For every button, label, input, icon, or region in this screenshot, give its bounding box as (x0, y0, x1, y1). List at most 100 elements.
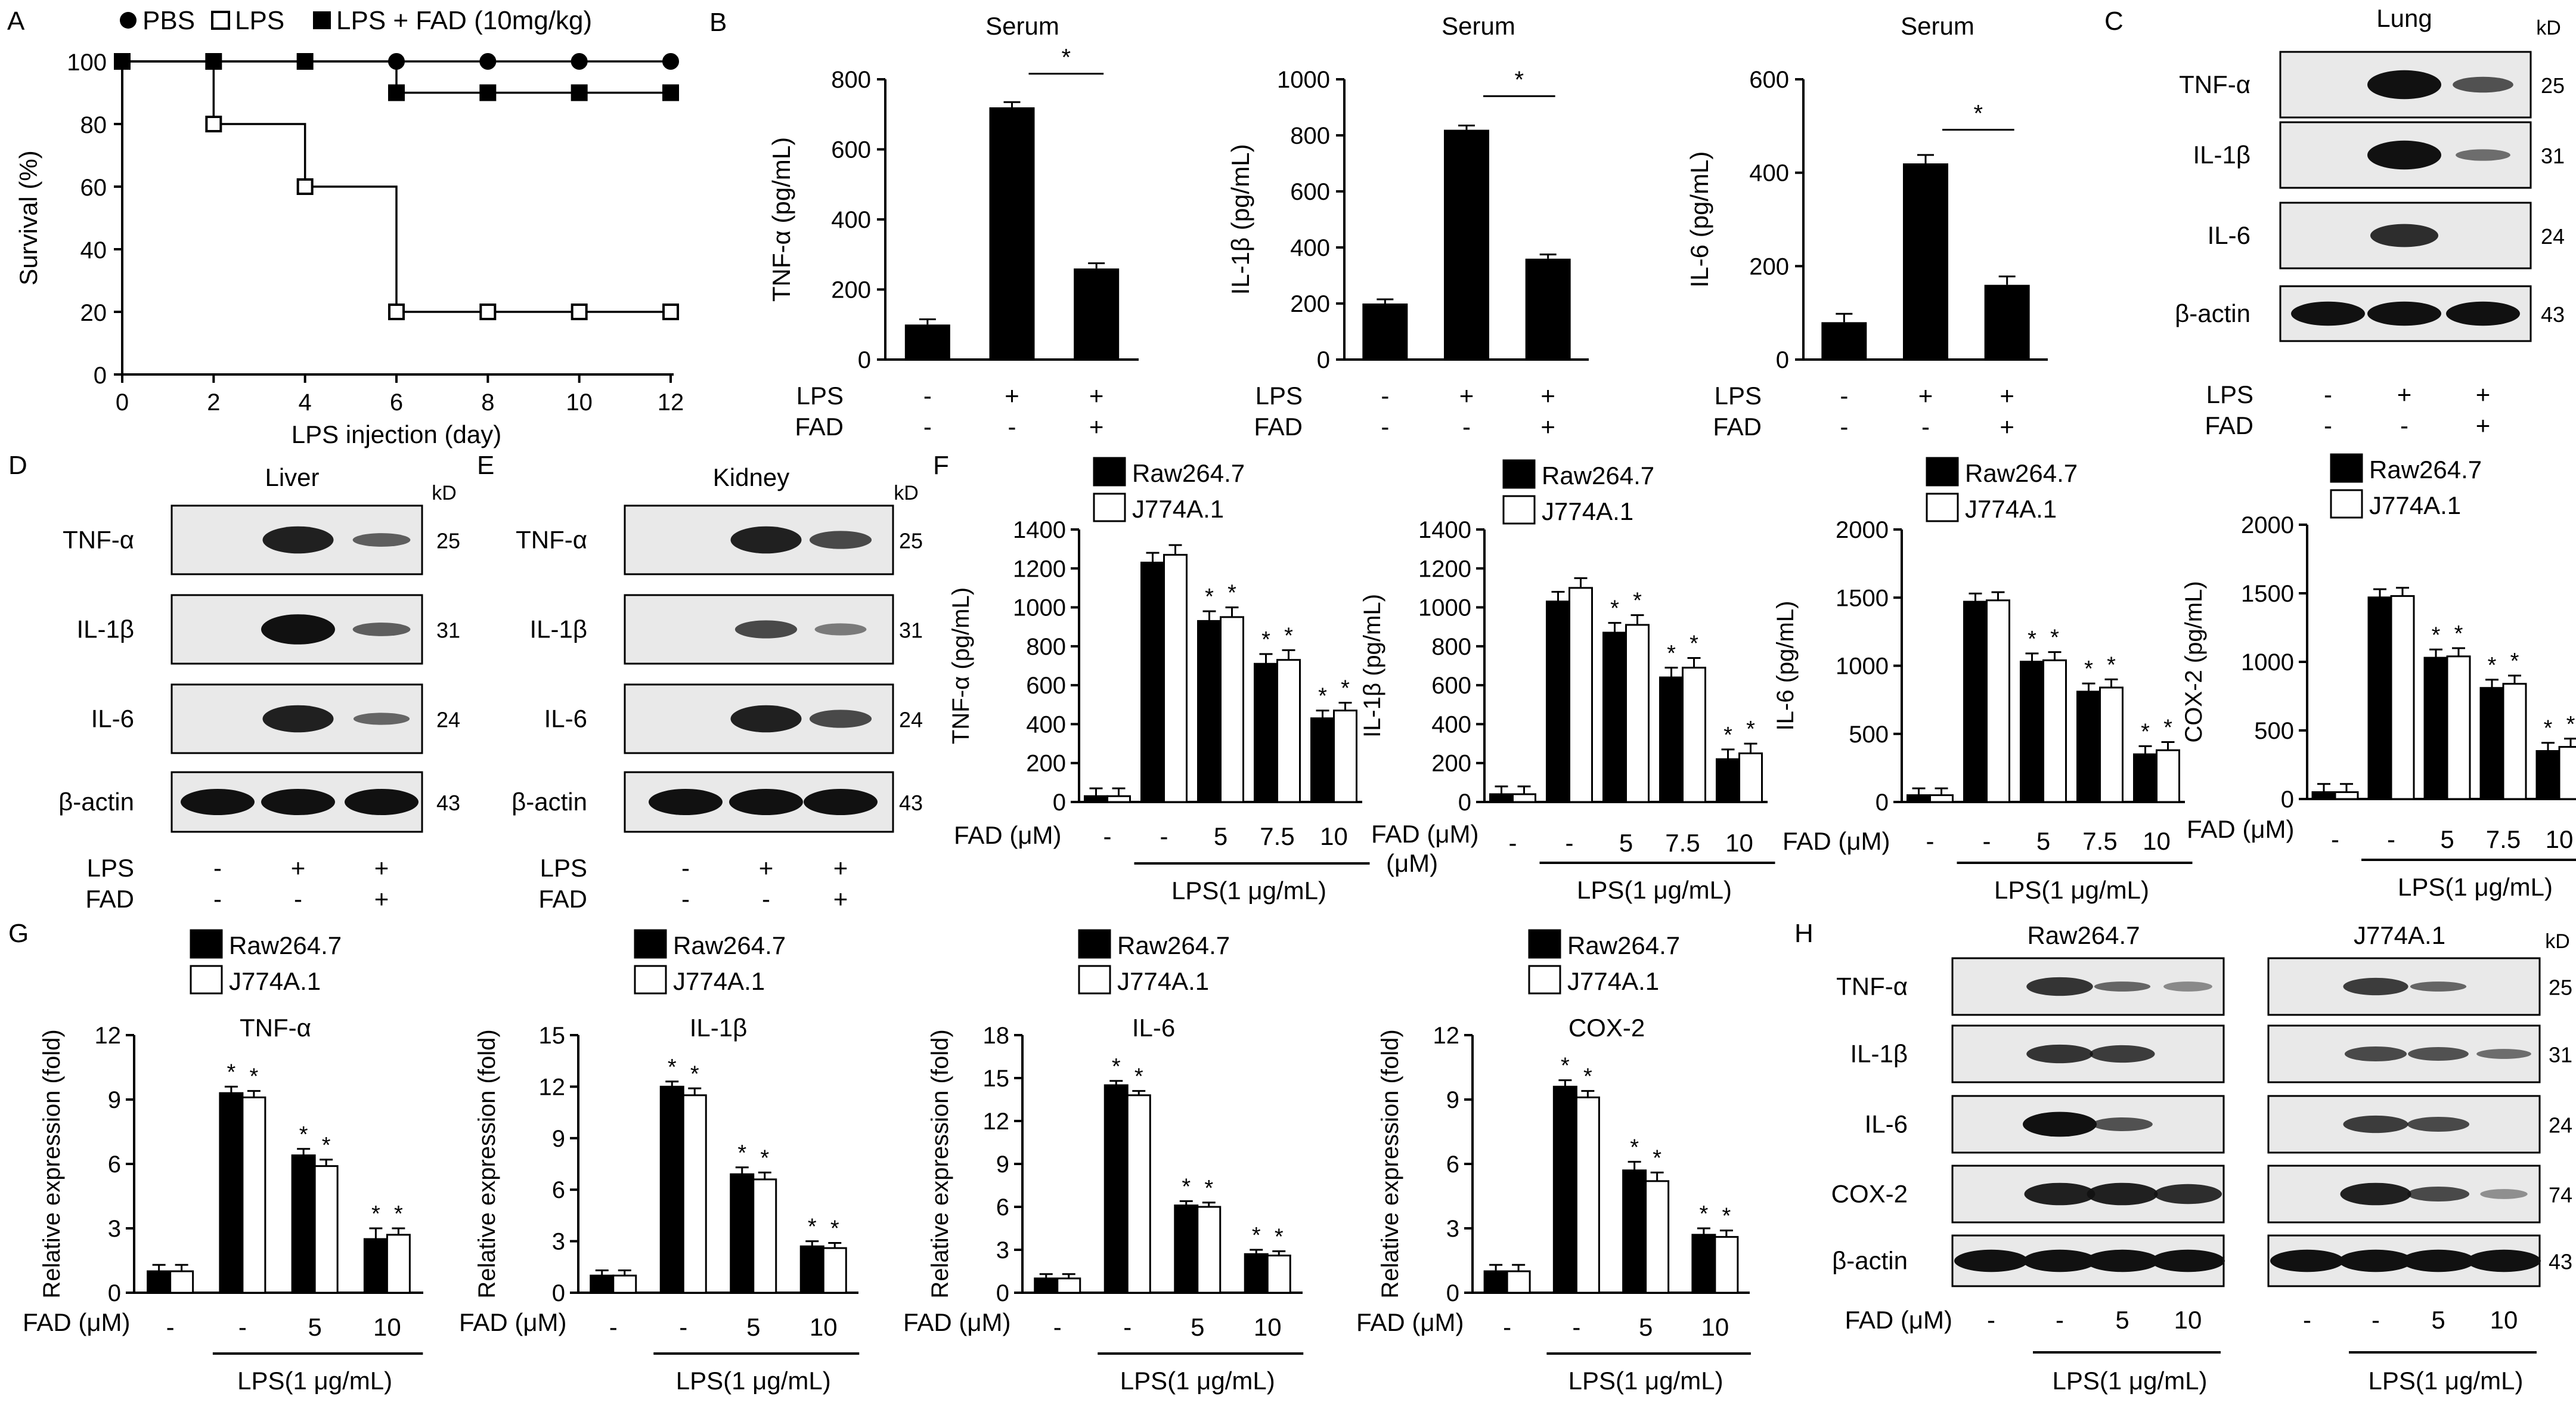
kd-unit: kD (894, 482, 919, 504)
y-tick-label: 0 (108, 1280, 121, 1306)
y-tick-label: 0 (2281, 786, 2294, 813)
condition-value: + (1918, 382, 1933, 410)
y-axis-label: IL-6 (pg/mL) (1685, 151, 1713, 288)
fad-value: - (1103, 822, 1112, 850)
band (261, 614, 335, 645)
condition-value: + (1459, 382, 1474, 410)
y-axis-label: IL-6 (pg/mL) (1772, 601, 1799, 731)
fad-value: 7.5 (2486, 825, 2521, 853)
condition-value: - (1840, 413, 1848, 441)
band (730, 526, 802, 554)
band (345, 789, 419, 815)
legend-swatch (1926, 457, 1959, 487)
bar-raw264 (1197, 620, 1222, 803)
condition-value: + (374, 885, 389, 913)
band (2453, 76, 2513, 93)
fad-value: 5 (2440, 825, 2454, 853)
significance-star: * (1284, 623, 1293, 648)
blot-row-label: IL-1β (529, 615, 587, 643)
lps-fad-point (296, 53, 314, 70)
fad-value: 10 (373, 1313, 401, 1341)
legend-swatch (1926, 493, 1959, 522)
lps-label: LPS(1 μg/mL) (676, 1367, 831, 1395)
y-tick-label: 400 (1431, 711, 1471, 738)
band (2407, 1116, 2470, 1132)
band (2090, 1045, 2155, 1063)
lps-point (662, 304, 679, 320)
blot-D: Liver kD TNF-α 25 IL-1β 31 IL-6 24 β-actin 43 LPS -… (58, 463, 460, 913)
significance-star: * (2084, 656, 2093, 682)
y-tick-label: 200 (1026, 751, 1066, 777)
legend-marker-lps (211, 11, 230, 30)
bar-raw264 (730, 1173, 755, 1294)
significance-star: * (249, 1064, 258, 1089)
significance-star: * (1610, 596, 1619, 621)
legend-label: J774A.1 (1117, 967, 1209, 995)
chart-G3: 0 3 6 9 12 15 18 Relative expression (fold) IL-6… (903, 929, 1304, 1395)
bar-j774 (1126, 1094, 1151, 1294)
band (2344, 1046, 2407, 1062)
bar-raw264 (1716, 758, 1740, 803)
blot-row-label: IL-6 (2208, 221, 2250, 249)
fad-value: - (2303, 1306, 2311, 1334)
significance-star: * (2028, 627, 2036, 652)
condition-label: FAD (1254, 413, 1303, 441)
bar (1525, 258, 1571, 360)
kd-value: 24 (436, 708, 460, 732)
significance-star: * (2050, 625, 2059, 651)
bar-j774 (612, 1274, 637, 1294)
fad-value: 5 (2431, 1306, 2445, 1334)
kd-value: 43 (899, 791, 923, 815)
bar-raw264 (1602, 631, 1627, 803)
condition-value: - (213, 885, 222, 913)
band (1954, 1249, 2028, 1272)
bar-j774 (1266, 1255, 1291, 1294)
band (2094, 981, 2151, 992)
pbs-point (662, 53, 679, 70)
y-tick-label: 6 (108, 1151, 121, 1178)
y-axis-label: Relative expression (fold) (927, 1029, 953, 1298)
bar-raw264 (1174, 1204, 1199, 1294)
y-tick-label: 80 (80, 112, 107, 138)
lps-point (296, 178, 314, 195)
significance-star: * (371, 1201, 380, 1227)
kd-value: 74 (2549, 1183, 2572, 1207)
kd-value: 24 (899, 708, 923, 732)
significance-star: * (1746, 717, 1755, 742)
bar-raw264 (1552, 1085, 1577, 1294)
bar-j774 (2558, 746, 2576, 800)
legend-swatch (2330, 489, 2363, 519)
band (2446, 301, 2520, 326)
band (352, 623, 411, 636)
fad-value: 10 (1320, 822, 1348, 850)
bar-raw264 (2423, 656, 2448, 800)
kd-value: 25 (2549, 976, 2572, 1000)
legend-swatch (634, 929, 667, 959)
bar-raw264 (2535, 750, 2560, 800)
significance-star: * (1182, 1174, 1191, 1199)
y-tick-label: 1500 (2241, 581, 2294, 607)
y-tick-label: 600 (1749, 67, 1789, 93)
band (809, 710, 872, 728)
significance-star: * (2488, 653, 2497, 678)
kd-value: 31 (899, 618, 923, 643)
y-tick-label: 400 (1026, 711, 1066, 738)
lps-label: LPS(1 μg/mL) (2398, 873, 2553, 901)
y-axis-label: IL-1β (pg/mL) (1359, 594, 1385, 738)
significance-star: * (1974, 101, 1983, 127)
fad-value: - (609, 1313, 618, 1341)
condition-value: - (294, 885, 302, 913)
fad-value: - (1503, 1313, 1511, 1341)
bar-j774 (1929, 794, 1954, 803)
bar-j774 (2390, 595, 2415, 800)
bar-j774 (1163, 553, 1188, 803)
chart-G1: 0 3 6 9 12 Relative expression (fold) TNF-α - * *… (23, 929, 423, 1395)
y-tick-label: 800 (1026, 634, 1066, 660)
chart-F1: 0 200 400 600 800 1000 1200 1400 TNF-α (pg/mL) - -… (948, 457, 1370, 905)
bar-j774 (682, 1094, 707, 1294)
kd-value: 25 (2541, 73, 2565, 98)
bar (1821, 322, 1867, 360)
y-axis-label: TNF-α (pg/mL) (767, 137, 795, 302)
y-tick-label: 800 (1290, 123, 1330, 149)
y-tick-label: 20 (80, 300, 107, 326)
